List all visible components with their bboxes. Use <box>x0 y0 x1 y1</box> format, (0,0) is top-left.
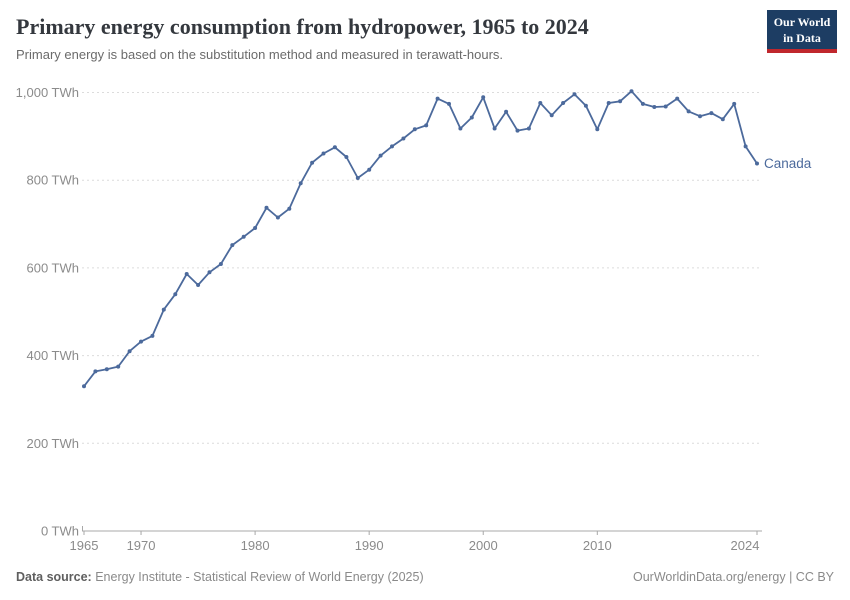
data-point[interactable] <box>492 126 497 131</box>
data-point[interactable] <box>355 176 360 180</box>
data-point[interactable] <box>755 161 759 166</box>
data-point[interactable] <box>435 96 440 101</box>
data-point[interactable] <box>390 144 394 149</box>
data-point[interactable] <box>401 136 406 141</box>
data-point[interactable] <box>640 101 645 106</box>
data-point[interactable] <box>173 292 178 297</box>
data-point[interactable] <box>275 215 280 220</box>
data-point[interactable] <box>606 101 611 105</box>
data-point[interactable] <box>196 283 201 287</box>
data-point[interactable] <box>538 101 543 105</box>
x-axis-tick-label: 2010 <box>583 538 612 553</box>
data-point[interactable] <box>264 205 269 210</box>
y-axis-tick-label: 400 TWh <box>26 348 79 363</box>
data-point[interactable] <box>675 96 680 101</box>
y-axis-tick-label: 0 TWh <box>41 524 79 539</box>
data-point[interactable] <box>82 384 86 389</box>
data-point[interactable] <box>743 144 748 149</box>
x-axis-tick-label: 1980 <box>241 538 270 553</box>
data-point[interactable] <box>618 99 623 104</box>
y-axis-tick-label: 200 TWh <box>26 436 79 451</box>
data-point[interactable] <box>321 151 326 156</box>
data-point[interactable] <box>732 101 737 106</box>
data-point[interactable] <box>469 115 474 120</box>
x-axis-tick-label: 1970 <box>127 538 156 553</box>
data-point[interactable] <box>652 105 657 109</box>
data-point[interactable] <box>230 243 235 248</box>
chart-subtitle: Primary energy is based on the substitut… <box>16 47 504 63</box>
data-point[interactable] <box>595 127 600 132</box>
chart-footer: Data source: Energy Institute - Statisti… <box>16 570 834 584</box>
data-point[interactable] <box>378 153 383 158</box>
data-point[interactable] <box>458 126 463 131</box>
x-axis-tick-label: 2024 <box>731 538 760 553</box>
data-source-label: Data source: <box>16 570 92 584</box>
data-point[interactable] <box>332 145 337 150</box>
data-point[interactable] <box>161 307 166 312</box>
license-link[interactable]: OurWorldinData.org/energy | CC BY <box>632 570 834 584</box>
canada-series-line <box>83 90 758 388</box>
owid-logo-line1: Our World <box>773 15 831 29</box>
x-axis-tick-label: 1965 <box>70 538 99 553</box>
data-point[interactable] <box>583 103 588 108</box>
data-point[interactable] <box>515 128 520 133</box>
owid-logo-line2: in Data <box>783 30 821 45</box>
data-point[interactable] <box>720 117 725 122</box>
data-point[interactable] <box>127 349 132 354</box>
y-axis-tick-label: 1,000 TWh <box>16 85 79 100</box>
data-point[interactable] <box>184 272 189 276</box>
x-axis-tick-label: 2000 <box>469 538 498 553</box>
data-point[interactable] <box>344 155 349 159</box>
data-point[interactable] <box>253 226 258 230</box>
data-point[interactable] <box>310 160 315 165</box>
y-axis-tick-label: 800 TWh <box>26 173 79 188</box>
data-point[interactable] <box>526 126 531 131</box>
x-axis-tick-label: 1990 <box>355 538 384 553</box>
data-point[interactable] <box>104 367 109 372</box>
chart-header: Primary energy consumption from hydropow… <box>16 14 756 62</box>
owid-logo[interactable]: Our World in Data <box>767 10 837 54</box>
data-point[interactable] <box>709 111 714 116</box>
data-source: Data source: Energy Institute - Statisti… <box>16 570 424 584</box>
data-point[interactable] <box>287 206 292 211</box>
data-point[interactable] <box>207 270 212 275</box>
data-point[interactable] <box>412 127 417 132</box>
data-point[interactable] <box>139 339 143 344</box>
data-point[interactable] <box>504 109 509 114</box>
data-point[interactable] <box>93 369 98 374</box>
data-point[interactable] <box>561 101 566 105</box>
data-point[interactable] <box>447 101 451 106</box>
data-point[interactable] <box>481 95 486 100</box>
data-point[interactable] <box>698 114 702 119</box>
data-point[interactable] <box>424 123 429 128</box>
y-axis-tick-label: 600 TWh <box>26 260 79 275</box>
page-title: Primary energy consumption from hydropow… <box>16 14 589 39</box>
data-source-text: Energy Institute - Statistical Review of… <box>95 570 424 584</box>
data-point[interactable] <box>150 333 155 338</box>
entity-label-canada[interactable]: Canada <box>764 156 812 171</box>
data-point[interactable] <box>686 109 691 114</box>
data-point[interactable] <box>218 262 223 266</box>
data-point[interactable] <box>116 364 121 369</box>
data-point[interactable] <box>572 92 577 97</box>
data-point[interactable] <box>241 234 246 239</box>
data-point[interactable] <box>629 89 634 94</box>
data-point[interactable] <box>663 104 668 109</box>
data-point[interactable] <box>298 181 303 186</box>
data-point[interactable] <box>367 167 372 172</box>
data-point[interactable] <box>549 113 554 118</box>
